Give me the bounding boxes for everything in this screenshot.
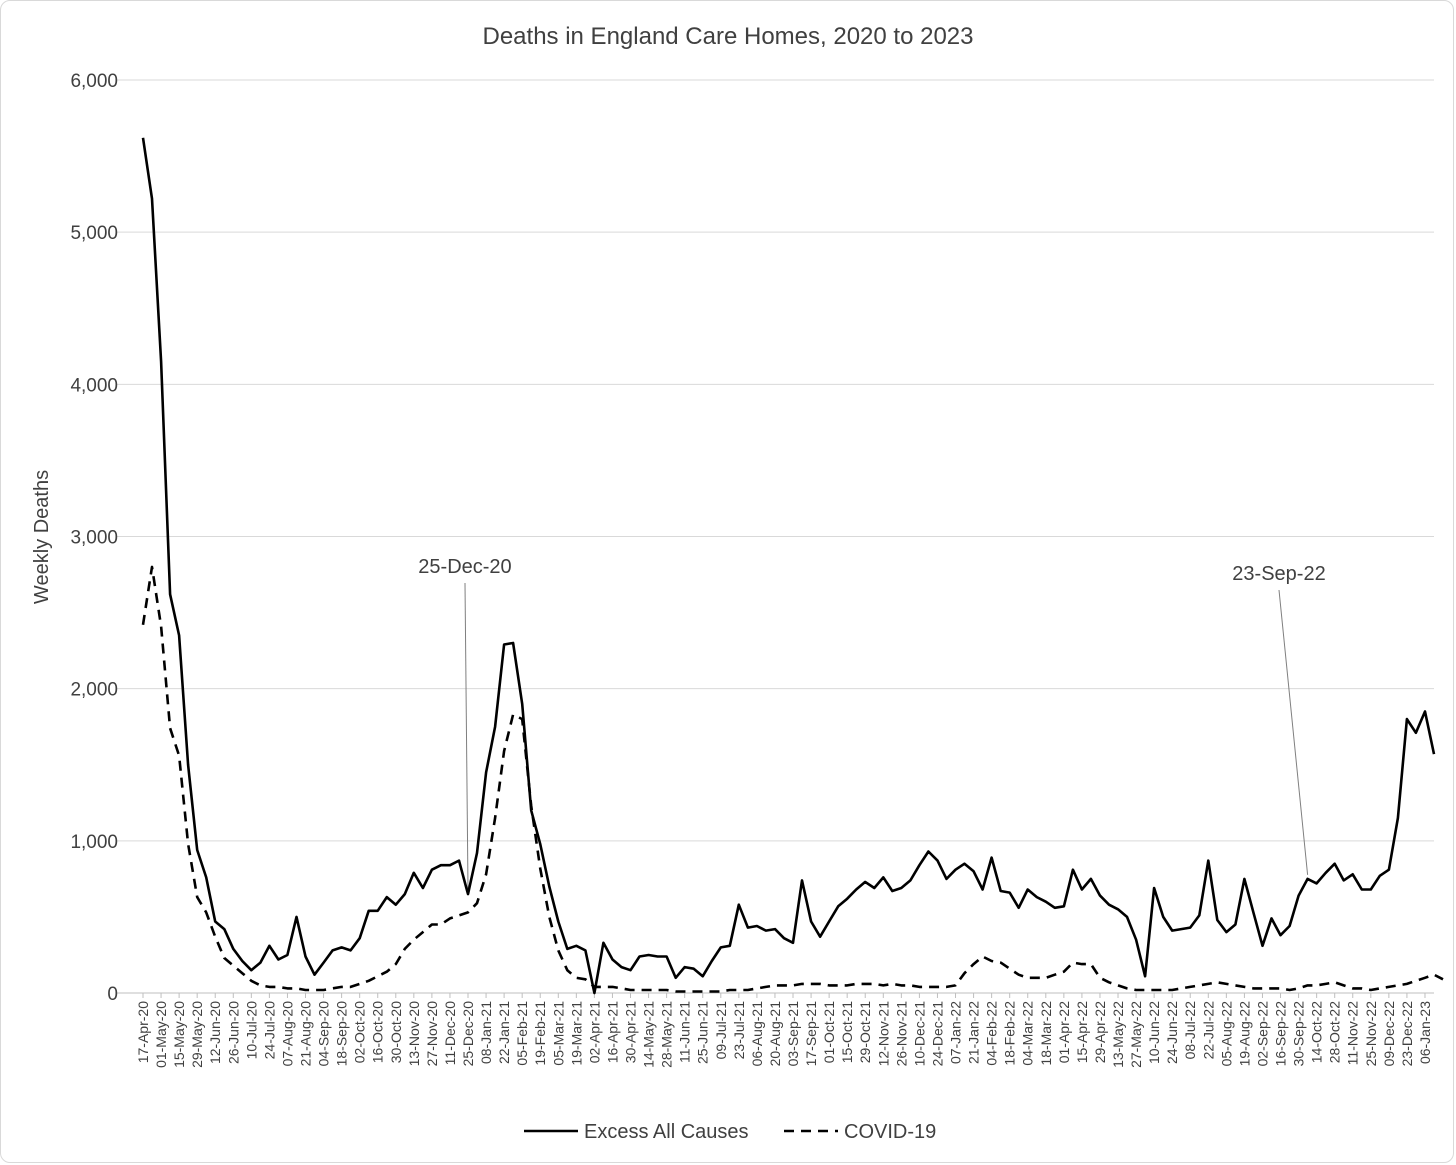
x-tick-label: 01-Apr-22 [1056, 1001, 1072, 1063]
x-tick-label: 20-Aug-21 [767, 1001, 783, 1067]
x-tick-label: 04-Mar-22 [1020, 1001, 1036, 1066]
x-tick-label: 15-Oct-21 [839, 1001, 855, 1063]
y-tick-label: 0 [107, 984, 118, 1005]
x-tick-label: 15-May-20 [171, 1001, 187, 1068]
series-lines [141, 137, 1444, 995]
gridlines [116, 79, 1434, 994]
x-tick-label: 22-Jul-22 [1200, 1001, 1216, 1060]
x-tick-label: 16-Apr-21 [604, 1001, 620, 1063]
x-tick-label: 29-May-20 [189, 1001, 205, 1068]
annotation-leader [464, 582, 469, 891]
x-tick-label: 30-Oct-20 [388, 1001, 404, 1063]
x-tick-label: 27-Nov-20 [424, 1001, 440, 1067]
x-tick-label: 02-Sep-22 [1254, 1001, 1270, 1067]
x-tick-label: 02-Apr-21 [586, 1001, 602, 1063]
x-tick-label: 04-Feb-22 [984, 1001, 1000, 1066]
x-tick-label: 05-Mar-21 [550, 1001, 566, 1066]
y-tick-label: 1,000 [70, 832, 118, 853]
x-tick-label: 02-Oct-20 [352, 1001, 368, 1063]
x-tick-label: 16-Sep-22 [1273, 1001, 1289, 1067]
annotation-leader [1278, 589, 1309, 875]
y-tick-label: 6,000 [70, 71, 118, 92]
series-line-covid [141, 565, 1444, 993]
x-tick-label: 26-Jun-20 [225, 1001, 241, 1064]
x-tick-label: 23-Jul-21 [731, 1001, 747, 1060]
y-axis-label: Weekly Deaths [31, 470, 53, 604]
y-tick-label: 5,000 [70, 223, 118, 244]
annotation-label: 23-Sep-22 [1232, 563, 1325, 585]
x-tick-label: 25-Dec-20 [460, 1001, 476, 1067]
x-tick-label: 28-May-21 [659, 1001, 675, 1068]
x-tick-label: 30-Apr-21 [623, 1001, 639, 1063]
x-tick-label: 10-Jul-20 [243, 1001, 259, 1060]
x-tick-label: 07-Aug-20 [279, 1001, 295, 1067]
y-axis-ticks: 0 1,000 2,000 3,000 4,000 5,000 6,000 [70, 71, 118, 1005]
x-tick-label: 19-Aug-22 [1236, 1001, 1252, 1067]
x-tick-label: 22-Jan-21 [496, 1001, 512, 1064]
x-tick-label: 19-Feb-21 [532, 1001, 548, 1066]
x-tick-label: 05-Feb-21 [514, 1001, 530, 1066]
x-tick-label: 14-May-21 [641, 1001, 657, 1068]
x-tick-label: 11-Jun-21 [677, 1001, 693, 1063]
x-tick-label: 17-Apr-20 [135, 1001, 151, 1063]
x-tick-label: 04-Sep-20 [316, 1001, 332, 1067]
x-tick-label: 25-Jun-21 [695, 1001, 711, 1064]
x-tick-label: 06-Jan-23 [1417, 1001, 1433, 1064]
y-tick-label: 3,000 [70, 528, 118, 549]
x-tick-label: 03-Sep-21 [785, 1001, 801, 1067]
x-tick-label: 28-Oct-22 [1327, 1001, 1343, 1063]
annotation-label: 25-Dec-20 [418, 556, 511, 578]
x-tick-label: 24-Jul-20 [261, 1001, 277, 1060]
x-tick-label: 17-Sep-21 [803, 1001, 819, 1067]
y-tick-label: 2,000 [70, 680, 118, 701]
x-tick-label: 18-Mar-22 [1038, 1001, 1054, 1066]
x-tick-label: 09-Dec-22 [1381, 1001, 1397, 1067]
x-tick-label: 05-Aug-22 [1218, 1001, 1234, 1067]
x-tick-label: 01-May-20 [153, 1001, 169, 1068]
series-line-excess [141, 137, 1436, 995]
x-tick-label: 12-Nov-21 [875, 1001, 891, 1067]
x-tick-label: 09-Jul-21 [713, 1001, 729, 1060]
x-tick-label: 24-Jun-22 [1164, 1001, 1180, 1064]
legend-label-excess: Excess All Causes [584, 1121, 749, 1143]
x-tick-label: 12-Jun-20 [207, 1001, 223, 1064]
x-tick-label: 10-Jun-22 [1146, 1001, 1162, 1064]
x-tick-label: 29-Apr-22 [1092, 1001, 1108, 1063]
x-tick-label: 07-Jan-22 [948, 1001, 964, 1064]
x-tick-label: 27-May-22 [1128, 1001, 1144, 1068]
x-tick-label: 08-Jul-22 [1182, 1001, 1198, 1060]
legend: Excess All Causes COVID-19 [524, 1121, 936, 1143]
x-tick-label: 08-Jan-21 [478, 1001, 494, 1064]
x-tick-label: 26-Nov-21 [893, 1001, 909, 1067]
x-tick-label: 11-Nov-22 [1345, 1001, 1361, 1066]
x-tick-label: 25-Nov-22 [1363, 1001, 1379, 1067]
y-tick-label: 4,000 [70, 375, 118, 396]
x-tick-label: 16-Oct-20 [370, 1001, 386, 1063]
x-tick-label: 21-Aug-20 [298, 1001, 314, 1067]
x-tick-label: 23-Dec-22 [1399, 1001, 1415, 1067]
x-tick-label: 13-Nov-20 [406, 1001, 422, 1067]
x-tick-label: 18-Feb-22 [1002, 1001, 1018, 1066]
chart-title: Deaths in England Care Homes, 2020 to 20… [483, 23, 974, 50]
x-tick-label: 18-Sep-20 [334, 1001, 350, 1067]
x-tick-label: 21-Jan-22 [966, 1001, 982, 1064]
x-tick-label: 15-Apr-22 [1074, 1001, 1090, 1063]
x-tick-label: 29-Oct-21 [857, 1001, 873, 1063]
x-tick-label: 11-Dec-20 [442, 1001, 458, 1066]
x-tick-label: 10-Dec-21 [911, 1001, 927, 1067]
x-tick-label: 30-Sep-22 [1291, 1001, 1307, 1067]
legend-label-covid: COVID-19 [844, 1121, 936, 1143]
x-axis-ticks: 17-Apr-20 01-May-20 15-May-20 29-May-20 12-J… [135, 993, 1433, 1068]
annotations: 25-Dec-20 23-Sep-22 [418, 556, 1326, 891]
x-tick-label: 06-Aug-21 [749, 1001, 765, 1067]
x-tick-label: 14-Oct-22 [1309, 1001, 1325, 1063]
x-tick-label: 19-Mar-21 [568, 1001, 584, 1066]
x-tick-label: 24-Dec-21 [929, 1001, 945, 1067]
x-tick-label: 01-Oct-21 [821, 1001, 837, 1063]
x-tick-label: 13-May-22 [1110, 1001, 1126, 1068]
